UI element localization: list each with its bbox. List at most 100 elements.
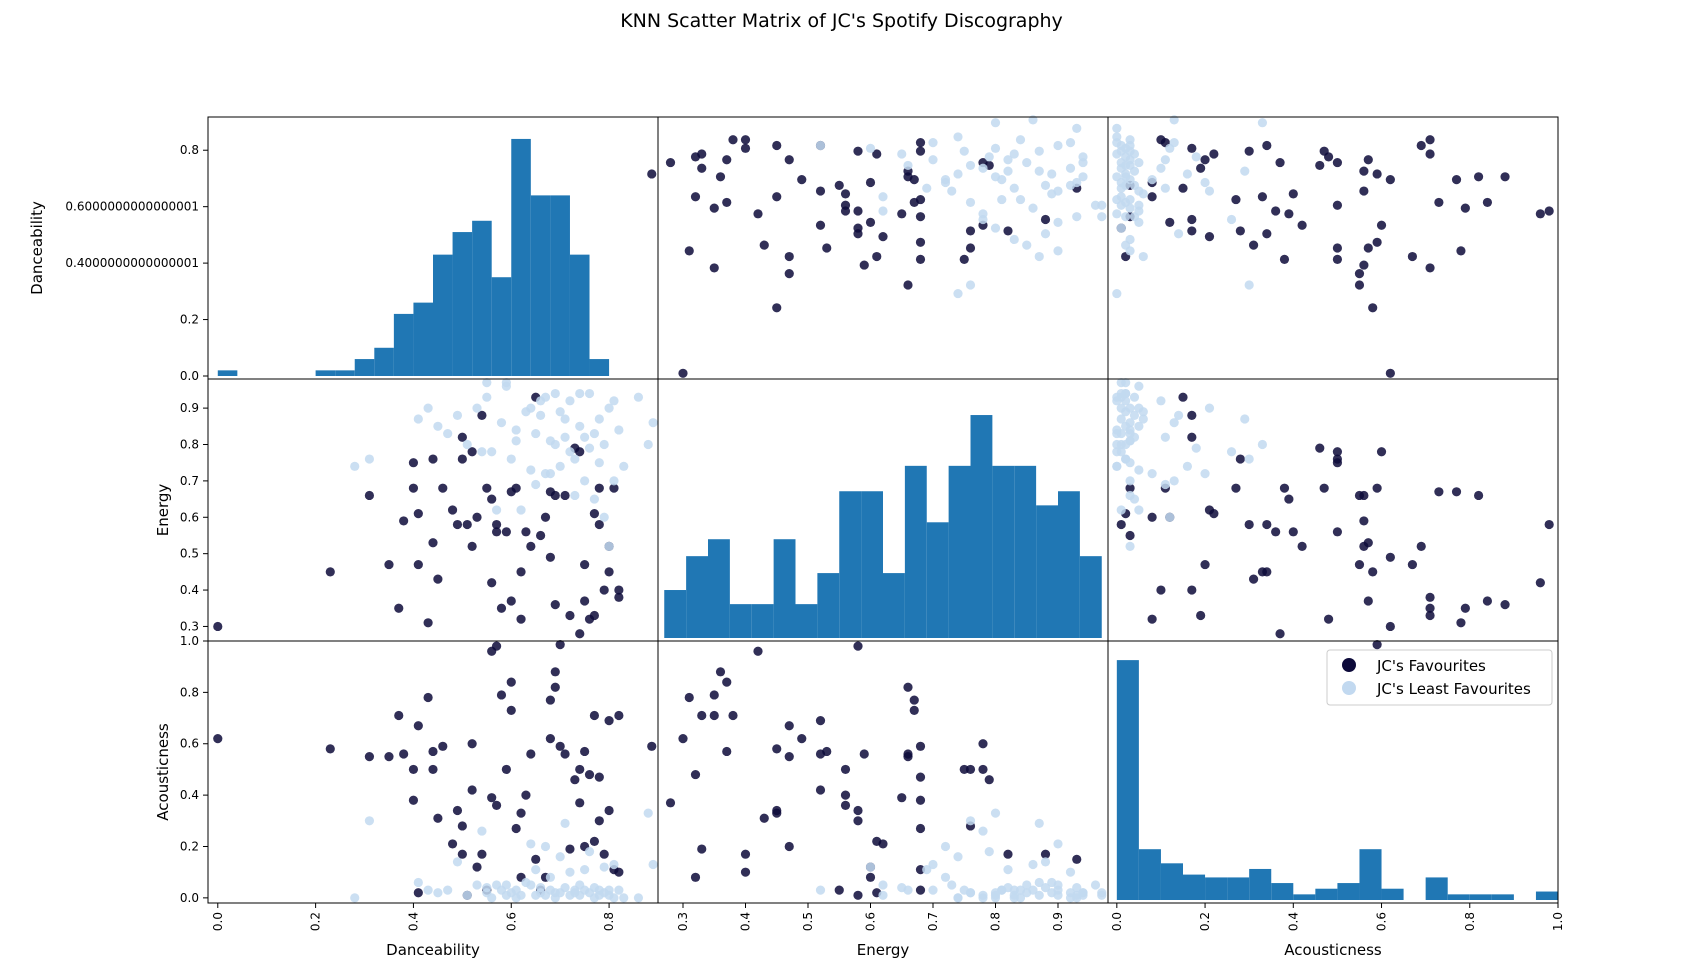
favourite-point	[467, 447, 477, 457]
favourite-point	[565, 610, 575, 621]
least-favourite-point	[1257, 439, 1268, 450]
favourite-point	[772, 140, 782, 151]
least-favourite-point	[1156, 396, 1166, 406]
favourite-point	[697, 844, 707, 854]
favourite-point	[447, 505, 458, 515]
favourite-point	[545, 552, 555, 562]
favourite-point	[690, 872, 701, 882]
favourite-point	[853, 223, 863, 233]
least-favourite-point	[1169, 138, 1179, 148]
x-tick-label: 0.8	[602, 912, 616, 931]
favourite-point	[1451, 175, 1462, 185]
least-favourite-point	[560, 432, 570, 442]
y-tick-label: 0.8	[180, 438, 199, 452]
favourite-point	[684, 692, 694, 703]
least-favourite-point	[1125, 135, 1135, 145]
least-favourite-point	[1169, 418, 1179, 428]
favourite-point	[784, 155, 794, 165]
least-favourite-point	[570, 490, 580, 501]
least-favourite-point	[536, 882, 546, 893]
favourite-point	[753, 646, 763, 656]
favourite-point	[1407, 559, 1418, 570]
histogram-bar	[751, 604, 774, 638]
least-favourite-point	[526, 839, 536, 849]
x-tick-label: 0.9	[1051, 912, 1065, 931]
least-favourite-point	[1040, 229, 1051, 239]
least-favourite-point	[619, 893, 629, 903]
least-favourite-point	[633, 392, 644, 402]
least-favourite-point	[526, 403, 536, 413]
least-favourite-point	[1200, 177, 1210, 188]
least-favourite-point	[1053, 890, 1063, 900]
y-tick-label: 0.6000000000000001	[65, 200, 199, 214]
favourite-point	[589, 509, 600, 519]
least-favourite-point	[604, 885, 614, 895]
favourite-point	[709, 203, 719, 213]
least-favourite-point	[1078, 152, 1088, 162]
histogram-bar	[686, 556, 708, 638]
favourite-point	[1544, 519, 1554, 530]
favourite-point	[614, 585, 624, 595]
favourite-point	[1231, 194, 1241, 205]
favourite-point	[506, 705, 516, 715]
y-tick-label: 0.8	[180, 143, 199, 157]
favourite-point	[1385, 621, 1395, 632]
least-favourite-point	[1028, 115, 1038, 125]
favourite-point	[1244, 519, 1254, 530]
favourite-point	[772, 805, 782, 816]
least-favourite-point	[1053, 217, 1063, 227]
least-favourite-point	[1097, 212, 1107, 222]
favourite-point	[684, 246, 694, 256]
favourite-point	[1359, 516, 1369, 526]
favourite-point	[604, 716, 614, 726]
favourite-point	[1425, 149, 1435, 159]
least-favourite-point	[462, 890, 472, 900]
favourite-point	[447, 839, 458, 849]
favourite-point	[797, 175, 807, 185]
favourite-point	[1372, 169, 1382, 179]
least-favourite-point	[1204, 403, 1215, 413]
y-tick-label: 0.0	[180, 891, 199, 905]
least-favourite-point	[570, 454, 580, 464]
least-favourite-point	[1097, 890, 1107, 900]
least-favourite-point	[443, 885, 453, 895]
least-favourite-point	[531, 428, 541, 439]
favourite-point	[1425, 610, 1435, 621]
favourite-point	[482, 483, 492, 493]
favourite-point	[394, 603, 404, 613]
least-favourite-point	[959, 885, 969, 895]
least-favourite-point	[928, 155, 938, 165]
x-tick-label: 0.4	[1286, 912, 1300, 931]
favourite-point	[467, 785, 477, 795]
least-favourite-point	[1028, 859, 1038, 870]
least-favourite-point	[878, 192, 888, 202]
favourite-point	[408, 764, 419, 775]
favourite-point	[1156, 135, 1166, 145]
least-favourite-point	[1112, 392, 1122, 402]
histogram-bar	[374, 347, 394, 376]
least-favourite-point	[350, 893, 360, 903]
least-favourite-point	[990, 118, 1001, 128]
y-tick-label: 0.7	[180, 474, 199, 488]
least-favourite-point	[1040, 882, 1051, 893]
favourite-point	[647, 169, 657, 179]
least-favourite-point	[1116, 447, 1126, 457]
least-favourite-point	[865, 143, 876, 153]
least-favourite-point	[815, 140, 826, 151]
favourite-point	[1460, 603, 1470, 613]
favourite-point	[903, 749, 913, 759]
histogram-bar	[1079, 556, 1102, 638]
favourite-point	[728, 135, 738, 145]
favourite-point	[1372, 640, 1382, 650]
y-tick-label: 0.4000000000000001	[65, 256, 199, 270]
least-favourite-point	[1028, 203, 1038, 213]
least-favourite-point	[940, 872, 951, 882]
histogram-bar	[393, 313, 414, 376]
favourite-point	[575, 798, 585, 808]
favourite-point	[1147, 614, 1157, 624]
favourite-point	[1451, 487, 1462, 497]
histogram-bar	[452, 232, 473, 376]
favourite-point	[759, 813, 769, 823]
least-favourite-point	[1090, 880, 1101, 890]
histogram-bar	[664, 590, 687, 638]
